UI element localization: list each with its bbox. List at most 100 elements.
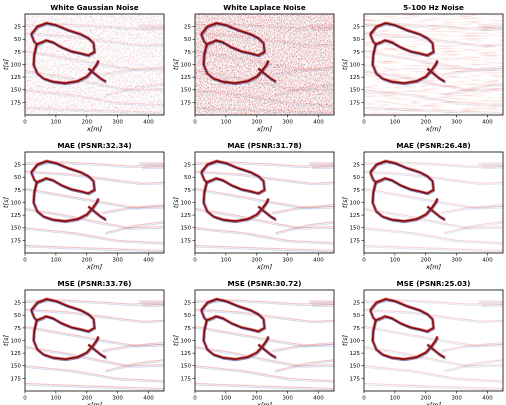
panel-9: 0 100 200 300 400 25 50 75 100 125 150 175 MSE (PSNR… xyxy=(341,279,504,405)
reflector-positive xyxy=(25,382,164,390)
seismic-image xyxy=(25,297,164,391)
panel-2: 0 100 200 300 400 25 50 75 100 125 150 175 White Lap… xyxy=(172,3,335,133)
salt-reflection xyxy=(30,298,96,333)
noise-layer xyxy=(364,14,503,115)
reflector-negative xyxy=(25,90,164,107)
y-axis-label: t[s] xyxy=(341,335,349,346)
y-tick-label: 100 xyxy=(181,62,192,68)
x-axis-label: x[m] xyxy=(425,263,442,271)
y-tick-label: 100 xyxy=(11,338,22,344)
reflector-negative xyxy=(142,29,164,32)
salt-reflection-side xyxy=(373,183,439,224)
reflector-negative xyxy=(275,222,334,235)
salt-reflection-side xyxy=(373,45,439,86)
salt-reflection-side xyxy=(88,345,108,360)
x-tick-label: 200 xyxy=(82,120,93,126)
salt-reflection-side xyxy=(373,321,439,362)
salt-reflection xyxy=(200,160,266,195)
salt-reflection-side xyxy=(204,45,270,86)
salt-reflection xyxy=(257,67,277,83)
y-tick-label: 175 xyxy=(11,238,22,244)
x-tick-label: 300 xyxy=(451,120,462,126)
salt-reflection xyxy=(32,44,100,85)
reflector-positive xyxy=(364,382,503,390)
salt-reflection xyxy=(30,160,96,195)
y-tick-label: 75 xyxy=(184,188,191,194)
salt-reflection xyxy=(30,22,96,57)
y-tick-label: 75 xyxy=(14,188,21,194)
plot-area xyxy=(25,152,164,253)
reflector-negative xyxy=(364,189,503,210)
reflector-negative xyxy=(441,67,503,77)
salt-reflection xyxy=(32,320,100,361)
x-tick-label: 300 xyxy=(451,396,462,402)
seismic-image xyxy=(25,14,164,115)
x-axis-label: x[m] xyxy=(86,401,103,405)
y-tick-label: 25 xyxy=(184,163,191,169)
y-tick-label: 175 xyxy=(350,100,361,106)
y-tick-label: 150 xyxy=(350,364,361,370)
y-tick-label: 150 xyxy=(181,88,192,94)
reflector-positive xyxy=(364,170,503,184)
panel-title: MAE (PSNR:31.78) xyxy=(227,141,301,150)
reflector-positive xyxy=(195,89,334,106)
x-tick-label: 400 xyxy=(482,258,493,264)
y-tick-label: 75 xyxy=(353,326,360,332)
reflector-positive xyxy=(275,359,334,372)
y-tick-label: 50 xyxy=(184,37,191,43)
reflector-negative xyxy=(444,222,503,235)
x-tick-label: 100 xyxy=(51,396,62,402)
reflector-negative xyxy=(364,25,503,31)
salt-reflection-side xyxy=(370,162,435,196)
y-tick-label: 25 xyxy=(184,301,191,307)
reflector-negative xyxy=(102,67,164,77)
salt-reflection-side xyxy=(34,45,100,86)
reflector-positive xyxy=(364,244,503,252)
reflector-positive xyxy=(275,83,334,96)
plot-area xyxy=(195,290,334,391)
salt-reflection xyxy=(87,205,107,221)
salt-reflection-side xyxy=(427,69,447,84)
x-tick-label: 0 xyxy=(362,258,366,264)
panel-6: 0 100 200 300 400 25 50 75 100 125 150 175 MAE (PSNR… xyxy=(341,141,504,271)
salt-reflection xyxy=(202,320,270,361)
reflector-negative xyxy=(25,384,164,391)
reflector-negative xyxy=(272,67,334,77)
salt-reflection xyxy=(369,160,435,195)
reflector-negative xyxy=(444,360,503,373)
reflector-positive xyxy=(25,89,164,106)
reflector-negative xyxy=(364,209,503,230)
reflector-positive xyxy=(364,89,503,106)
x-tick-label: 400 xyxy=(143,396,154,402)
y-axis-label: t[s] xyxy=(172,197,180,208)
reflector-positive xyxy=(25,208,164,229)
reflector-negative xyxy=(364,163,503,169)
y-tick-label: 50 xyxy=(353,37,360,43)
salt-reflection xyxy=(371,44,439,85)
salt-reflection-side xyxy=(88,69,108,84)
y-tick-label: 150 xyxy=(350,226,361,232)
x-tick-label: 0 xyxy=(362,396,366,402)
panel-8: 0 100 200 300 400 25 50 75 100 125 150 175 MSE (PSNR… xyxy=(172,279,335,405)
reflector-positive xyxy=(272,65,334,76)
reflector-negative xyxy=(272,205,334,215)
y-tick-label: 125 xyxy=(181,213,192,219)
y-tick-label: 125 xyxy=(11,351,22,357)
reflector-negative xyxy=(441,205,503,215)
reflector-positive xyxy=(441,341,503,352)
x-tick-label: 100 xyxy=(221,120,232,126)
reflector-negative xyxy=(25,51,164,72)
y-tick-label: 175 xyxy=(181,100,192,106)
seismic-image xyxy=(195,14,334,115)
salt-reflection-side xyxy=(427,345,447,360)
x-tick-label: 0 xyxy=(23,396,27,402)
x-tick-label: 0 xyxy=(23,258,27,264)
salt-reflection xyxy=(202,44,270,85)
reflector-positive xyxy=(102,341,164,352)
reflector-positive xyxy=(364,365,503,382)
reflector-negative xyxy=(364,384,503,391)
reflector-negative xyxy=(441,343,503,353)
y-axis-label: t[s] xyxy=(2,197,10,208)
x-tick-label: 100 xyxy=(51,258,62,264)
reflector-positive xyxy=(25,106,164,114)
